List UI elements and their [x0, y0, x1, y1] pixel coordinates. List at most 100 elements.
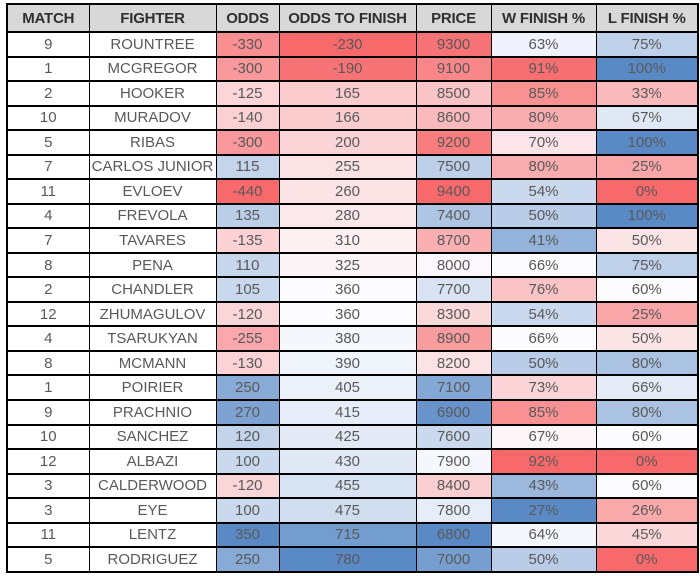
cell-match: 10 — [6, 423, 90, 451]
table-row: 1 MCGREGOR -300 -190 9100 91% 100% — [6, 55, 699, 83]
cell-w-finish: 80% — [490, 153, 597, 181]
cell-odds: -440 — [215, 178, 280, 205]
cell-fighter: PENA — [88, 251, 217, 279]
cell-w-finish: 92% — [490, 448, 597, 475]
cell-l-finish: 0% — [595, 178, 699, 205]
cell-odds-to-finish: 390 — [278, 349, 417, 377]
cell-match: 9 — [6, 31, 90, 58]
cell-match: 11 — [6, 521, 90, 549]
cell-price: 7100 — [415, 374, 492, 401]
cell-match: 5 — [6, 546, 90, 573]
table-row: 2 CHANDLER 105 360 7700 76% 60% — [6, 276, 699, 303]
cell-w-finish: 64% — [490, 521, 597, 549]
cell-fighter: POIRIER — [88, 374, 217, 401]
cell-odds-to-finish: -190 — [278, 55, 417, 83]
cell-odds: -120 — [215, 300, 280, 328]
cell-w-finish: 91% — [490, 55, 597, 83]
cell-match: 1 — [6, 55, 90, 83]
cell-fighter: FREVOLA — [88, 202, 217, 230]
cell-match: 2 — [6, 80, 90, 107]
cell-price: 7000 — [415, 546, 492, 573]
cell-w-finish: 50% — [490, 202, 597, 230]
cell-l-finish: 75% — [595, 251, 699, 279]
cell-fighter: TSARUKYAN — [88, 325, 217, 352]
cell-l-finish: 60% — [595, 423, 699, 451]
cell-odds: 110 — [215, 251, 280, 279]
cell-odds-to-finish: 260 — [278, 178, 417, 205]
cell-odds: 350 — [215, 521, 280, 549]
cell-odds-to-finish: 360 — [278, 300, 417, 328]
cell-odds: 105 — [215, 276, 280, 303]
cell-odds-to-finish: -230 — [278, 31, 417, 58]
table-row: 8 PENA 110 325 8000 66% 75% — [6, 251, 699, 279]
cell-l-finish: 100% — [595, 129, 699, 156]
cell-l-finish: 67% — [595, 104, 699, 132]
cell-price: 8400 — [415, 472, 492, 500]
cell-price: 9100 — [415, 55, 492, 83]
cell-odds: 135 — [215, 202, 280, 230]
cell-price: 8000 — [415, 251, 492, 279]
cell-odds: -140 — [215, 104, 280, 132]
cell-l-finish: 80% — [595, 398, 699, 426]
table-row: 1 POIRIER 250 405 7100 73% 66% — [6, 374, 699, 401]
cell-fighter: ZHUMAGULOV — [88, 300, 217, 328]
column-header-match: MATCH — [6, 3, 90, 33]
cell-match: 9 — [6, 398, 90, 426]
table-row: 10 MURADOV -140 166 8600 80% 67% — [6, 104, 699, 132]
table-row: 8 MCMANN -130 390 8200 50% 80% — [6, 349, 699, 377]
cell-w-finish: 70% — [490, 129, 597, 156]
table-row: 7 TAVARES -135 310 8700 41% 50% — [6, 227, 699, 254]
cell-fighter: EYE — [88, 497, 217, 524]
table-row: 9 PRACHNIO 270 415 6900 85% 80% — [6, 398, 699, 426]
cell-fighter: LENTZ — [88, 521, 217, 549]
fight-odds-table: MATCH FIGHTER ODDS ODDS TO FINISH PRICE W FIN… — [6, 3, 699, 573]
cell-w-finish: 50% — [490, 546, 597, 573]
cell-price: 8200 — [415, 349, 492, 377]
column-header-w-finish: W FINISH % — [490, 3, 597, 33]
cell-l-finish: 0% — [595, 448, 699, 475]
column-header-odds: ODDS — [215, 3, 280, 33]
cell-odds: -135 — [215, 227, 280, 254]
cell-match: 8 — [6, 349, 90, 377]
cell-fighter: SANCHEZ — [88, 423, 217, 451]
cell-odds: -300 — [215, 55, 280, 83]
cell-w-finish: 43% — [490, 472, 597, 500]
cell-w-finish: 41% — [490, 227, 597, 254]
cell-w-finish: 73% — [490, 374, 597, 401]
cell-fighter: CARLOS JUNIOR — [88, 153, 217, 181]
cell-fighter: RODRIGUEZ — [88, 546, 217, 573]
cell-price: 6900 — [415, 398, 492, 426]
table-row: 12 ALBAZI 100 430 7900 92% 0% — [6, 448, 699, 475]
cell-odds-to-finish: 475 — [278, 497, 417, 524]
cell-w-finish: 54% — [490, 300, 597, 328]
cell-odds-to-finish: 455 — [278, 472, 417, 500]
cell-match: 4 — [6, 325, 90, 352]
cell-odds-to-finish: 200 — [278, 129, 417, 156]
cell-odds-to-finish: 360 — [278, 276, 417, 303]
cell-l-finish: 50% — [595, 325, 699, 352]
fight-odds-table-container: MATCH FIGHTER ODDS ODDS TO FINISH PRICE W FIN… — [6, 3, 699, 573]
column-header-l-finish: L FINISH % — [595, 3, 699, 33]
cell-odds-to-finish: 380 — [278, 325, 417, 352]
cell-l-finish: 33% — [595, 80, 699, 107]
cell-odds: 120 — [215, 423, 280, 451]
cell-odds-to-finish: 310 — [278, 227, 417, 254]
cell-fighter: EVLOEV — [88, 178, 217, 205]
table-row: 10 SANCHEZ 120 425 7600 67% 60% — [6, 423, 699, 451]
cell-fighter: CHANDLER — [88, 276, 217, 303]
cell-price: 8700 — [415, 227, 492, 254]
cell-odds-to-finish: 780 — [278, 546, 417, 573]
cell-l-finish: 60% — [595, 276, 699, 303]
cell-l-finish: 100% — [595, 202, 699, 230]
cell-fighter: PRACHNIO — [88, 398, 217, 426]
table-row: 4 FREVOLA 135 280 7400 50% 100% — [6, 202, 699, 230]
cell-fighter: CALDERWOOD — [88, 472, 217, 500]
cell-price: 9400 — [415, 178, 492, 205]
cell-odds: -130 — [215, 349, 280, 377]
cell-l-finish: 25% — [595, 153, 699, 181]
cell-price: 6800 — [415, 521, 492, 549]
header-row: MATCH FIGHTER ODDS ODDS TO FINISH PRICE W FIN… — [6, 3, 699, 33]
column-header-price: PRICE — [415, 3, 492, 33]
cell-l-finish: 66% — [595, 374, 699, 401]
table-row: 5 RIBAS -300 200 9200 70% 100% — [6, 129, 699, 156]
